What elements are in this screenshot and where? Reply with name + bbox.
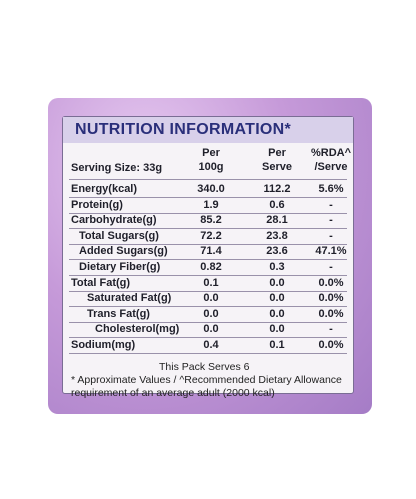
rule <box>69 243 347 245</box>
serving-size: Serving Size: 33g <box>71 162 163 174</box>
nutrient-name: Total Fat(g) <box>71 276 131 289</box>
nutrient-value: 0.0 <box>269 323 285 336</box>
label-title: NUTRITION INFORMATION* <box>63 117 353 143</box>
column-header: %RDA^ <box>310 147 352 159</box>
footer-note: requirement of an average adult (2000 kc… <box>71 386 275 399</box>
rule <box>69 197 347 198</box>
nutrient-value: 0.1 <box>203 276 219 289</box>
column-header: Per <box>268 147 286 159</box>
nutrient-value: 0.0% <box>318 307 344 320</box>
nutrient-name: Dietary Fiber(g) <box>79 261 161 273</box>
nutrient-value: 0.0 <box>269 292 285 305</box>
nutrient-value: - <box>329 323 333 336</box>
nutrient-name: Energy(kcal) <box>71 183 138 195</box>
rule <box>69 321 347 323</box>
nutrient-name: Cholesterol(mg) <box>95 323 180 336</box>
nutrient-name: Carbohydrate(g) <box>71 214 157 227</box>
footer-note: * Approximate Values / ^Recommended Diet… <box>71 373 342 386</box>
column-header: /Serve <box>314 161 348 173</box>
nutrient-name: Total Sugars(g) <box>79 229 159 242</box>
rule <box>69 228 347 230</box>
column-header: Per <box>202 147 220 159</box>
rule <box>69 179 347 180</box>
nutrient-value: - <box>329 261 333 273</box>
nutrient-value: 340.0 <box>197 183 225 195</box>
rule <box>69 259 347 261</box>
nutrient-value: 0.0% <box>318 339 344 351</box>
nutrient-value: 0.0 <box>269 276 285 289</box>
nutrient-value: 0.0 <box>203 292 219 305</box>
nutrient-name: Trans Fat(g) <box>87 307 150 320</box>
nutrition-label: NUTRITION INFORMATION* Serving Size: 33g… <box>62 116 354 399</box>
column-header: Serve <box>262 161 292 173</box>
nutrient-value: 72.2 <box>200 229 222 242</box>
nutrient-value: 0.4 <box>203 339 219 351</box>
nutrient-name: Saturated Fat(g) <box>87 292 172 305</box>
nutrient-name: Protein(g) <box>71 198 123 211</box>
nutrient-value: 0.0 <box>203 307 219 320</box>
nutrient-value: 23.6 <box>266 245 288 258</box>
nutrient-value: 5.6% <box>318 183 344 195</box>
nutrient-value: 0.1 <box>269 339 285 351</box>
rule <box>69 275 347 276</box>
nutrient-value: 1.9 <box>203 198 219 211</box>
nutrient-value: 47.1% <box>315 245 347 258</box>
nutrient-name: Sodium(mg) <box>71 339 136 351</box>
nutrient-value: 0.6 <box>269 198 285 211</box>
rule <box>69 353 347 354</box>
nutrient-value: 0.3 <box>269 261 285 273</box>
footer-note: This Pack Serves 6 <box>159 360 250 373</box>
nutrient-value: 0.0% <box>318 292 344 305</box>
rule <box>69 290 347 292</box>
nutrient-value: - <box>329 198 333 211</box>
nutrient-value: - <box>329 229 333 242</box>
nutrient-value: 85.2 <box>200 214 222 227</box>
nutrient-value: 0.0 <box>203 323 219 336</box>
rule <box>69 212 347 214</box>
nutrient-value: - <box>329 214 333 227</box>
rule <box>69 337 347 339</box>
nutrient-value: 23.8 <box>266 229 288 242</box>
rule <box>69 306 347 308</box>
column-header: 100g <box>198 161 224 173</box>
nutrient-value: 71.4 <box>200 245 222 258</box>
nutrient-name: Added Sugars(g) <box>79 245 168 258</box>
nutrient-value: 0.0 <box>269 307 285 320</box>
nutrient-value: 0.82 <box>200 261 222 273</box>
nutrient-value: 28.1 <box>266 214 288 227</box>
nutrient-value: 112.2 <box>263 183 291 195</box>
nutrient-value: 0.0% <box>318 276 344 289</box>
